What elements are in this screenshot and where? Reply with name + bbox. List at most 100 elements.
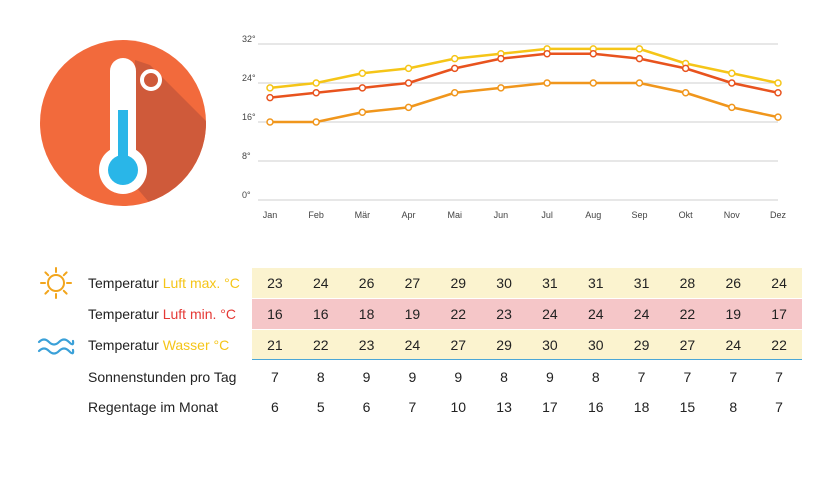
table-cell: 29 [633,337,650,353]
temperature-line-chart: 0° 8° 16° 24° 32° Jan Feb Mär Apr Mai Jun Jul Aug Sep… [242,34,787,220]
table-cell: 24 [633,306,650,322]
row-values: 6 5 6 7 10 13 17 16 18 15 8 7 [252,392,802,422]
row-label-highlight: Wasser °C [162,337,230,353]
table-cell: 22 [679,306,696,322]
table-row-water: Temperatur Wasser °C 21 22 23 24 27 29 30 30 29 27… [30,330,802,360]
series-line-1 [270,81,779,124]
row-label: Temperatur Wasser °C [88,330,229,360]
data-point [450,89,459,97]
table-cell: 8 [316,369,325,385]
row-label-text: Sonnenstunden pro Tag [88,369,237,385]
x-tick-label: Jun [494,210,509,220]
data-point [358,108,367,116]
table-cell: 23 [496,306,512,322]
table-cell: 24 [725,337,742,353]
table-cell: 30 [496,275,512,291]
data-point [589,50,598,58]
x-tick-label: Jul [541,210,553,220]
table-cell: 27 [404,275,421,291]
table-cell: 23 [358,337,375,353]
row-label-text: Regentage im Monat [88,399,218,415]
x-tick-label: Mai [447,210,462,220]
waves-icon [36,330,76,360]
data-point [774,89,782,97]
table-cell: 24 [587,306,604,322]
table-cell: 7 [775,399,783,415]
table-cell: 6 [271,399,279,415]
row-label-highlight: Luft min. °C [162,306,236,322]
table-cell: 9 [454,369,463,385]
table-cell: 8 [729,399,738,415]
table-cell: 26 [358,275,375,291]
row-label-text: Temperatur [88,306,163,322]
table-cell: 24 [312,275,329,291]
table-cell: 7 [683,369,692,385]
data-point [358,69,367,77]
table-cell: 16 [267,306,283,322]
y-tick-label: 32° [242,34,256,44]
data-point [543,50,551,58]
table-cell: 16 [587,399,604,415]
table-cell: 28 [679,275,696,291]
data-point [635,45,644,53]
x-tick-label: Jan [263,210,278,220]
data-point [543,79,551,87]
data-point [774,79,782,87]
data-point [312,79,320,87]
data-point [635,79,644,87]
table-cell: 23 [267,275,283,291]
data-point [497,84,505,92]
table-cell: 5 [316,399,325,415]
data-point [450,64,459,73]
data-point [728,69,736,77]
data-point [404,79,413,87]
table-row-max: Temperatur Luft max. °C 23 24 26 27 29 30 31 31 3… [30,267,802,299]
table-cell: 29 [450,275,467,291]
x-tick-label: Sep [631,210,647,220]
table-cell: 31 [633,275,650,291]
table-row-sun: Sonnenstunden pro Tag 7 8 9 9 9 8 9 8 7 7 7 7 [30,362,802,392]
row-label: Temperatur Luft max. °C [88,268,240,298]
table-cell: 31 [587,275,604,291]
table-cell: 31 [542,275,558,291]
table-cell: 26 [725,275,742,291]
table-cell: 8 [500,369,508,385]
table-cell: 13 [496,399,512,415]
table-row-min: Temperatur Luft min. °C 16 16 18 19 22 23 24 24 2… [30,299,802,329]
row-values: 7 8 9 9 9 8 9 8 7 7 7 7 [252,362,802,392]
row-label: Sonnenstunden pro Tag [88,362,236,392]
table-cell: 18 [633,399,650,415]
table-cell: 19 [404,306,421,322]
row-label-text: Temperatur [88,275,163,291]
table-cell: 16 [312,306,329,322]
table-cell: 6 [362,399,371,415]
table-cell: 9 [362,369,371,385]
row-label: Regentage im Monat [88,392,218,422]
table-cell: 24 [542,306,558,322]
data-point [450,54,459,63]
table-cell: 15 [679,399,696,415]
x-tick-label: Apr [402,210,416,220]
row-values: 21 22 23 24 27 29 30 30 29 27 24 22 [252,330,802,360]
table-cell: 7 [729,369,738,385]
row-values: 16 16 18 19 22 23 24 24 24 22 19 17 [252,299,802,329]
table-cell: 9 [408,369,417,385]
table-row-rain: Regentage im Monat 6 5 6 7 10 13 17 16 18 15 8 7 [30,392,802,422]
table-cell: 29 [496,337,512,353]
data-point [589,79,598,87]
table-cell: 30 [587,337,604,353]
row-label: Temperatur Luft min. °C [88,299,236,329]
x-tick-label: Dez [770,210,787,220]
data-point [681,89,690,97]
row-label-highlight: Luft max. °C [162,275,240,291]
row-values: 23 24 26 27 29 30 31 31 31 28 26 24 [252,268,802,298]
table-cell: 7 [637,369,646,385]
data-point [635,54,644,63]
data-point [404,64,413,73]
series-line-2 [269,52,779,99]
data-point [266,118,274,126]
x-tick-label: Feb [308,210,324,220]
y-tick-label: 8° [242,151,251,161]
y-tick-label: 16° [242,112,256,122]
table-cell: 19 [725,306,742,322]
